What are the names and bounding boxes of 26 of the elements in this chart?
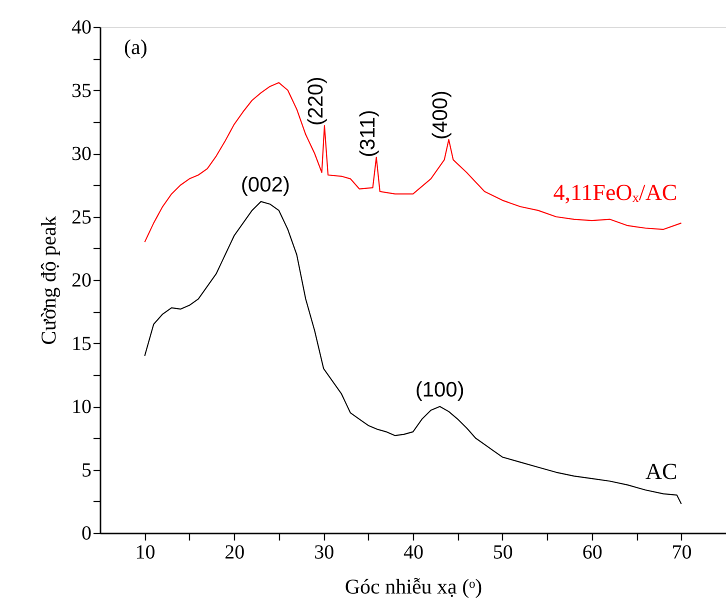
annotation: (100) — [415, 378, 464, 402]
annotation: (400) — [428, 90, 452, 140]
x-tick-label: 10 — [135, 542, 156, 564]
annotation: (311) — [356, 110, 380, 158]
y-tick-label: 40 — [72, 16, 92, 38]
y-tick-label: 0 — [82, 522, 92, 544]
annotation: (a) — [124, 35, 148, 59]
x-tick-label: 40 — [404, 542, 424, 564]
y-tick-label: 25 — [72, 206, 92, 228]
x-axis-title: Góc nhiễu xạ (ᵒ) — [344, 574, 482, 598]
y-tick-label: 30 — [72, 143, 92, 165]
y-tick-label: 15 — [72, 332, 92, 355]
annotation: (002) — [240, 174, 290, 197]
y-tick-label: 35 — [72, 80, 92, 102]
x-tick-label: 50 — [492, 542, 513, 564]
x-tick-label: 30 — [314, 542, 334, 564]
x-tick-label: 20 — [224, 542, 245, 564]
x-tick-label: 70 — [672, 542, 692, 564]
y-tick-label: 5 — [82, 459, 92, 482]
x-tick-label: 60 — [582, 542, 602, 564]
y-tick-label: 20 — [72, 270, 92, 292]
y-axis-title: Cường độ peak — [36, 216, 60, 345]
y-tick-label: 10 — [72, 396, 92, 418]
annotation: (220) — [304, 76, 328, 126]
series-label: AC — [645, 458, 678, 484]
series-label: 4,11FeOₓ/AC — [553, 180, 678, 206]
